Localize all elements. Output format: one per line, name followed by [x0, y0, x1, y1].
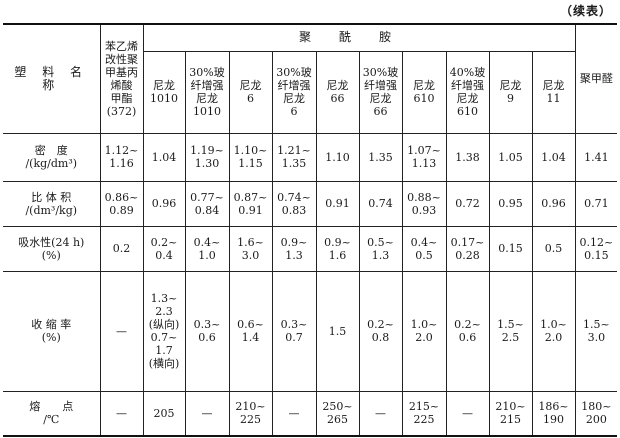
table-cell: 186~ 190 — [531, 390, 576, 437]
table-cell: 1.5 — [315, 270, 360, 392]
table-cell: 215~ 225 — [401, 390, 447, 437]
table-cell: 0.4~ 1.0 — [184, 225, 230, 272]
table-cell: 180~ 200 — [574, 390, 618, 437]
table-cell: — — [184, 390, 230, 437]
sub-header-cell: 尼龙 6 — [228, 50, 273, 134]
table-cell: — — [99, 270, 144, 392]
row-label: 密 度 /(kg/dm³) — [3, 132, 101, 182]
table-cell: 1.0~ 2.0 — [531, 270, 576, 392]
table-cell: 1.6~ 3.0 — [228, 225, 273, 272]
table-cell: 1.04 — [531, 132, 576, 182]
table-cell: 0.2 — [99, 225, 144, 272]
table-cell: 0.96 — [531, 180, 576, 227]
table-cell: 1.5~ 3.0 — [574, 270, 618, 392]
table-cell: 0.12~ 0.15 — [574, 225, 618, 272]
table-cell: 1.07~ 1.13 — [401, 132, 447, 182]
table-cell: 1.35 — [358, 132, 403, 182]
table-cell: 1.41 — [574, 132, 618, 182]
sub-header-cell: 40%玻 纤增强 尼龙 610 — [445, 50, 490, 134]
table-cell: 0.74~ 0.83 — [271, 180, 317, 227]
table-row: 密 度 /(kg/dm³) 1.12~ 1.16 1.04 1.19~ 1.30 1.1… — [3, 132, 618, 182]
table-cell: 0.3~ 0.7 — [271, 270, 317, 392]
table-cell: — — [271, 390, 317, 437]
sub-header-cell: 尼龙 1010 — [142, 50, 186, 134]
table-cell: 0.2~ 0.8 — [358, 270, 403, 392]
table-cell: 0.6~ 1.4 — [228, 270, 273, 392]
table-cell: 0.15 — [488, 225, 533, 272]
table-cell: — — [358, 390, 403, 437]
sub-header-cell: 尼龙 66 — [315, 50, 360, 134]
sub-header-cell: 30%玻 纤增强 尼龙 1010 — [184, 50, 230, 134]
table-cell: 1.21~ 1.35 — [271, 132, 317, 182]
table-cell: 1.5~ 2.5 — [488, 270, 533, 392]
table-cell: 210~ 215 — [488, 390, 533, 437]
table-cell: 1.10~ 1.15 — [228, 132, 273, 182]
header-row-group: 塑 料 名 称 苯乙烯 改性聚 甲基丙 烯酸 甲酯 (372) 聚酰胺 聚甲醛 — [3, 23, 618, 134]
header-row-sub: 尼龙 1010 30%玻 纤增强 尼龙 1010 尼龙 6 30%玻 纤增强 尼龙 6… — [3, 50, 617, 134]
table-cell: 0.9~ 1.3 — [271, 225, 317, 272]
table-cell: 1.12~ 1.16 — [99, 132, 144, 182]
table-cell: 0.5 — [531, 225, 576, 272]
table-cell: 1.10 — [315, 132, 360, 182]
table-row: 吸水性(24 h) (%) 0.2 0.2~ 0.4 0.4~ 1.0 1.6~ 3.0… — [3, 225, 618, 272]
table-cell: 0.72 — [445, 180, 490, 227]
row-label: 熔 点 /℃ — [3, 390, 101, 437]
table-cell: 0.95 — [488, 180, 533, 227]
table-cell: 0.86~ 0.89 — [99, 180, 144, 227]
table-cell: 0.17~ 0.28 — [445, 225, 490, 272]
table-row: 熔 点 /℃ —205—210~ 225—250~ 265—215~ 225—21… — [3, 390, 618, 437]
table-cell: 1.04 — [142, 132, 186, 182]
table-cell: 0.3~ 0.6 — [184, 270, 230, 392]
table-cell: 250~ 265 — [315, 390, 360, 437]
row-label: 比 体 积 /(dm³/kg) — [3, 180, 101, 227]
table-cell: 0.96 — [142, 180, 186, 227]
table-cell: 0.74 — [358, 180, 403, 227]
table-row: 收 缩 率 (%) —1.3~ 2.3 (纵向) 0.7~ 1.7 (横向) 0.3… — [3, 270, 618, 392]
sub-header-cell: 尼龙 610 — [401, 50, 447, 134]
table-cell: — — [99, 390, 144, 437]
table-cell: 0.88~ 0.93 — [401, 180, 447, 227]
table-cell: 0.87~ 0.91 — [228, 180, 273, 227]
table-cell: 0.4~ 0.5 — [401, 225, 447, 272]
table-cell: 0.71 — [574, 180, 618, 227]
table-cell: 1.38 — [445, 132, 490, 182]
row-header-cell: 塑 料 名 称 — [3, 23, 101, 134]
pmma-header-cell: 苯乙烯 改性聚 甲基丙 烯酸 甲酯 (372) — [99, 23, 144, 134]
table-cell: 0.77~ 0.84 — [184, 180, 230, 227]
sub-header-cell: 30%玻 纤增强 尼龙 66 — [358, 50, 403, 134]
table-cell: 1.3~ 2.3 (纵向) 0.7~ 1.7 (横向) — [142, 270, 186, 392]
table-cell: 1.0~ 2.0 — [401, 270, 447, 392]
table-cell: 0.2~ 0.6 — [445, 270, 490, 392]
row-label: 收 缩 率 (%) — [3, 270, 101, 392]
table-cell: 0.9~ 1.6 — [315, 225, 360, 272]
sub-header-cell: 尼龙 9 — [488, 50, 533, 134]
table-cell: 0.2~ 0.4 — [142, 225, 186, 272]
table-row: 比 体 积 /(dm³/kg) 0.86~ 0.89 0.96 0.77~ 0.84 0… — [3, 180, 618, 227]
row-label: 吸水性(24 h) (%) — [3, 225, 101, 272]
pom-header-cell: 聚甲醛 — [574, 23, 618, 134]
continued-label: （续表） — [559, 4, 612, 18]
properties-table: 塑 料 名 称 苯乙烯 改性聚 甲基丙 烯酸 甲酯 (372) 聚酰胺 聚甲醛 … — [3, 23, 618, 437]
table-cell: 210~ 225 — [228, 390, 273, 437]
table-cell: 1.05 — [488, 132, 533, 182]
sub-header-cell: 尼龙 11 — [531, 50, 576, 134]
table-cell: 0.5~ 1.3 — [358, 225, 403, 272]
table-cell: 0.91 — [315, 180, 360, 227]
table-cell: 1.19~ 1.30 — [184, 132, 230, 182]
table-cell: — — [445, 390, 490, 437]
sub-header-cell: 30%玻 纤增强 尼龙 6 — [271, 50, 317, 134]
polyamide-group-header: 聚酰胺 — [142, 23, 576, 52]
table-cell: 205 — [142, 390, 186, 437]
